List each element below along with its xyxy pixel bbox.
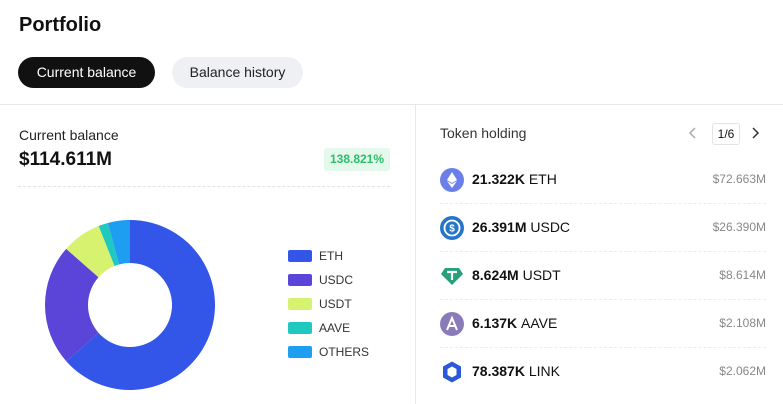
token-value: $2.108M <box>719 316 766 330</box>
legend-label: OTHERS <box>319 345 369 359</box>
token-symbol: USDC <box>530 219 571 235</box>
token-icon <box>441 268 463 285</box>
legend-swatch <box>288 322 312 334</box>
token-icon: $ <box>440 216 464 240</box>
balance-label: Current balance <box>19 127 119 143</box>
donut-segment <box>66 220 215 390</box>
legend-label: AAVE <box>319 321 350 335</box>
token-row: 21.322K ETH $72.663M <box>440 168 766 192</box>
legend-swatch <box>288 250 312 262</box>
tab[interactable]: Balance history <box>172 57 303 88</box>
token-symbol: USDT <box>522 267 561 283</box>
token-row: 6.137K AAVE $2.108M <box>440 312 766 336</box>
next-button[interactable] <box>748 126 762 140</box>
legend-swatch <box>288 274 312 286</box>
donut-chart: ETH USDC USDT AAVE OTHERS <box>44 220 369 390</box>
holdings-title: Token holding <box>440 125 527 141</box>
divider <box>440 251 766 252</box>
legend-label: ETH <box>319 249 343 263</box>
divider <box>440 299 766 300</box>
token-amount: 21.322K <box>472 171 525 187</box>
token-amount-group: 26.391M USDC <box>472 219 570 235</box>
donut-segment <box>44 248 99 362</box>
donut-segment <box>66 225 115 278</box>
divider <box>415 105 416 404</box>
token-value: $8.614M <box>719 268 766 282</box>
page-indicator: 1/6 <box>712 123 740 145</box>
change-badge: 138.821% <box>324 148 390 171</box>
token-amount-group: 21.322K ETH <box>472 171 557 187</box>
divider <box>440 203 766 204</box>
legend-swatch <box>288 298 312 310</box>
donut-segment <box>107 220 130 265</box>
token-amount-group: 8.624M USDT <box>472 267 561 283</box>
svg-text:$: $ <box>449 224 455 235</box>
legend-label: USDT <box>319 297 352 311</box>
token-symbol: ETH <box>528 171 557 187</box>
token-icon <box>440 168 464 192</box>
divider <box>0 104 783 105</box>
tab[interactable]: Current balance <box>18 57 155 88</box>
token-icon <box>443 361 461 383</box>
token-amount: 26.391M <box>472 219 527 235</box>
donut-segment <box>98 222 120 266</box>
divider <box>18 186 390 187</box>
balance-amount: $114.611M <box>19 149 112 170</box>
token-amount-group: 6.137K AAVE <box>472 315 557 331</box>
prev-button[interactable] <box>686 126 700 140</box>
token-row: 8.624M USDT $8.614M <box>440 264 766 288</box>
token-value: $26.390M <box>712 220 766 234</box>
token-icon <box>440 312 464 336</box>
token-row: 78.387K LINK $2.062M <box>440 360 766 384</box>
token-symbol: AAVE <box>521 315 558 331</box>
token-value: $2.062M <box>719 364 766 378</box>
token-value: $72.663M <box>712 172 766 186</box>
legend-swatch <box>288 346 312 358</box>
token-symbol: LINK <box>528 363 560 379</box>
token-amount: 78.387K <box>472 363 525 379</box>
divider <box>440 347 766 348</box>
token-row: $26.391M USDC $26.390M <box>440 216 766 240</box>
token-amount-group: 78.387K LINK <box>472 363 560 379</box>
legend-label: USDC <box>319 273 353 287</box>
page-title: Portfolio <box>19 14 102 36</box>
token-amount: 8.624M <box>472 267 519 283</box>
token-amount: 6.137K <box>472 315 518 331</box>
